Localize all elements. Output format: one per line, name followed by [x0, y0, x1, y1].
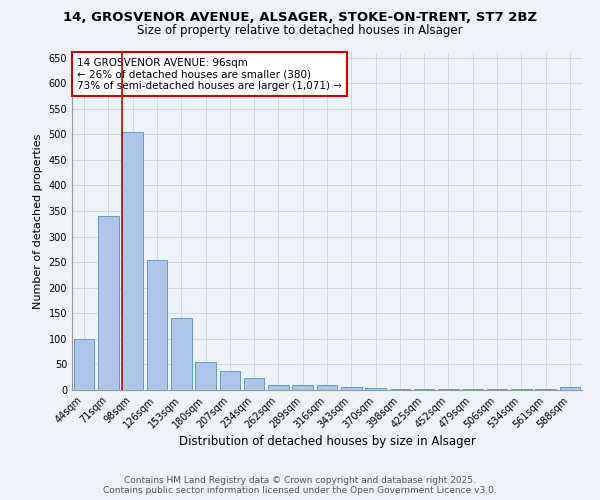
Text: Contains HM Land Registry data © Crown copyright and database right 2025.
Contai: Contains HM Land Registry data © Crown c… [103, 476, 497, 495]
Bar [365, 388, 386, 390]
Bar [317, 385, 337, 390]
X-axis label: Distribution of detached houses by size in Alsager: Distribution of detached houses by size … [179, 436, 475, 448]
Bar [122, 132, 143, 390]
Bar [560, 388, 580, 390]
Bar [341, 388, 362, 390]
Text: Size of property relative to detached houses in Alsager: Size of property relative to detached ho… [137, 24, 463, 37]
Bar [244, 378, 265, 390]
Bar [171, 318, 191, 390]
Bar [195, 362, 216, 390]
Bar [268, 385, 289, 390]
Text: 14, GROSVENOR AVENUE, ALSAGER, STOKE-ON-TRENT, ST7 2BZ: 14, GROSVENOR AVENUE, ALSAGER, STOKE-ON-… [63, 11, 537, 24]
Y-axis label: Number of detached properties: Number of detached properties [33, 134, 43, 309]
Text: 14 GROSVENOR AVENUE: 96sqm
← 26% of detached houses are smaller (380)
73% of sem: 14 GROSVENOR AVENUE: 96sqm ← 26% of deta… [77, 58, 342, 91]
Bar [220, 370, 240, 390]
Bar [74, 339, 94, 390]
Bar [146, 260, 167, 390]
Bar [292, 385, 313, 390]
Bar [98, 216, 119, 390]
